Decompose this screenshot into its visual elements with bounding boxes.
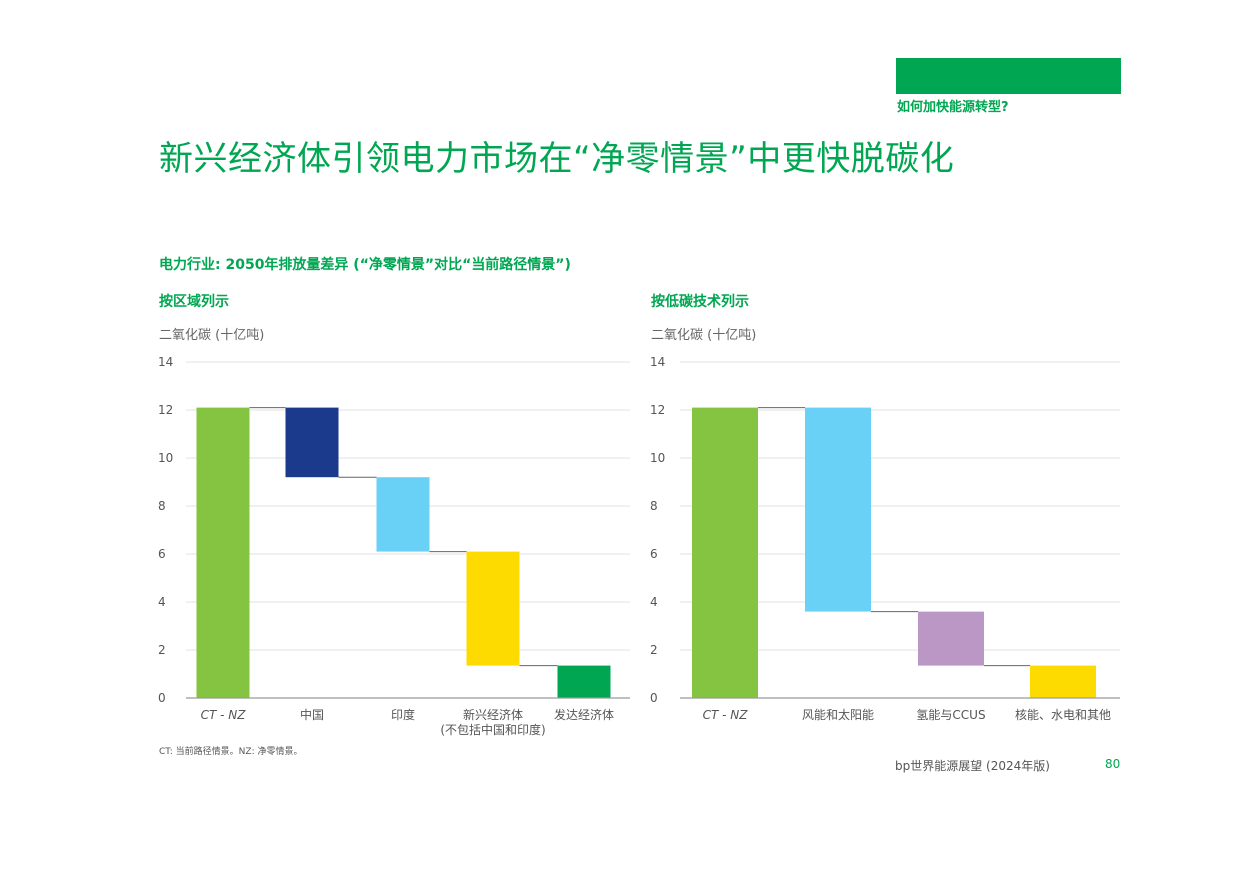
chart-1-category-label: 风能和太阳能 xyxy=(802,707,874,722)
left-waterfall-chart: 0 2 4 6 8 10 12 14 CT - NZ 中国 印度 新兴经济体(不包括中国和印度) 发达经… xyxy=(158,355,630,737)
chart-0-category-label: 发达经济体 xyxy=(554,707,614,722)
chart-1-y-tick-label: 8 xyxy=(650,499,658,513)
chart-0-category-note: (不包括中国和印度) xyxy=(440,722,545,737)
chart-1-y-tick-label: 4 xyxy=(650,595,658,609)
chart-1-bar-1 xyxy=(805,407,871,612)
chart-1-category-label: 氢能与CCUS xyxy=(916,707,985,722)
chart-0-y-tick-label: 10 xyxy=(158,451,173,465)
left-chart-ylabel: 二氧化碳 (十亿吨) xyxy=(159,328,265,343)
right-chart-ylabel: 二氧化碳 (十亿吨) xyxy=(651,328,757,343)
chart-1-y-tick-label: 2 xyxy=(650,643,658,657)
chart-1-category-label: 核能、水电和其他 xyxy=(1015,708,1111,722)
page-number: 80 xyxy=(1105,757,1121,771)
chart-0-bar-2 xyxy=(376,477,430,552)
chart-0-bar-1 xyxy=(285,407,339,478)
footnote: CT: 当前路径情景。NZ: 净零情景。 xyxy=(159,747,303,757)
chart-0-y-tick-label: 8 xyxy=(158,499,166,513)
left-chart-subtitle: 按区域列示 xyxy=(159,294,229,310)
chart-0-y-tick-label: 6 xyxy=(158,547,166,561)
chart-1-y-tick-label: 12 xyxy=(650,403,665,417)
chart-0-y-tick-label: 12 xyxy=(158,403,173,417)
chart-1-bar-3 xyxy=(1030,665,1096,698)
chart-1-category-label: CT - NZ xyxy=(703,708,749,722)
chart-title: 电力行业: 2050年排放量差异 (“净零情景”对比“当前路径情景”) xyxy=(159,257,571,273)
right-chart-subtitle: 按低碳技术列示 xyxy=(651,294,749,310)
chart-0-category-label: CT - NZ xyxy=(201,708,247,722)
chart-0-y-tick-label: 0 xyxy=(158,691,166,705)
chart-0-y-tick-label: 2 xyxy=(158,643,166,657)
chart-1-bar-0 xyxy=(692,407,758,698)
chart-1-y-tick-label: 0 xyxy=(650,691,658,705)
right-waterfall-chart: 0 2 4 6 8 10 12 14 CT - NZ 风能和太阳能 氢能与CCUS 核能、水电和其他 xyxy=(650,355,1120,722)
chart-0-bar-4 xyxy=(557,665,611,698)
page-title: 新兴经济体引领电力市场在“净零情景”中更快脱碳化 xyxy=(159,139,955,179)
chart-0-y-tick-label: 4 xyxy=(158,595,166,609)
publication-name: bp世界能源展望 (2024年版) xyxy=(895,759,1050,773)
header-accent-bar xyxy=(896,58,1121,94)
chart-0-category-label: 新兴经济体 xyxy=(463,707,523,722)
chart-1-y-tick-label: 6 xyxy=(650,547,658,561)
chart-0-bar-0 xyxy=(196,407,250,698)
chart-1-y-tick-label: 10 xyxy=(650,451,665,465)
chart-0-bar-3 xyxy=(466,551,520,666)
chart-1-bar-2 xyxy=(918,611,984,666)
chart-0-y-tick-label: 14 xyxy=(158,355,173,369)
chart-0-category-label: 中国 xyxy=(300,707,324,722)
header-label: 如何加快能源转型? xyxy=(897,100,1009,115)
chart-1-y-tick-label: 14 xyxy=(650,355,665,369)
chart-0-category-label: 印度 xyxy=(391,707,415,722)
